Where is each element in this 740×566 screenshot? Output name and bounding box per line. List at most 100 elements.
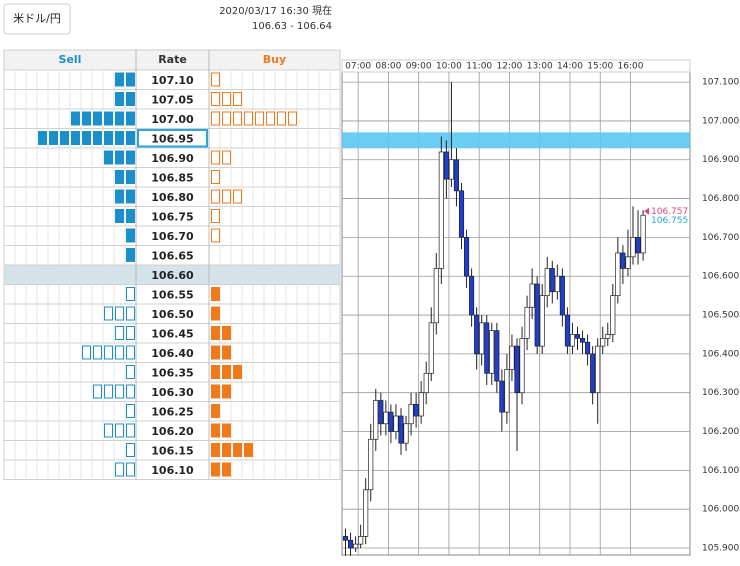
- rate: 106.60: [151, 269, 194, 282]
- sell-box: [126, 131, 135, 145]
- buy-box: [211, 228, 220, 243]
- sell-box: [115, 423, 124, 438]
- candle-body: [373, 400, 379, 440]
- candle-body: [433, 268, 439, 324]
- buy-box: [211, 384, 220, 399]
- buy-box: [211, 462, 220, 477]
- x-tick-label: 12:00: [496, 62, 522, 72]
- rate: 106.75: [151, 210, 193, 223]
- y-tick-label: 106.300: [702, 388, 739, 398]
- sell-box: [115, 131, 124, 145]
- buy-box: [211, 287, 220, 301]
- buy-box: [255, 111, 264, 126]
- x-tick-label: 10:00: [436, 62, 462, 72]
- candle-body: [494, 330, 500, 382]
- candle-body: [630, 237, 636, 258]
- candle-body: [413, 404, 419, 417]
- candle-body: [393, 415, 399, 432]
- sell-box: [115, 384, 124, 399]
- sell-box: [60, 131, 69, 145]
- sell-box: [104, 111, 113, 126]
- buy-box: [222, 345, 231, 360]
- y-tick-label: 106.700: [702, 233, 739, 243]
- buy-box: [222, 384, 231, 399]
- sell-box: [126, 150, 135, 165]
- candle-body: [383, 411, 389, 425]
- candle-body: [348, 539, 354, 549]
- sell-box: [104, 150, 113, 165]
- buy-box: [222, 111, 231, 126]
- sell-box: [126, 443, 135, 457]
- candle-body: [509, 345, 515, 370]
- sell-box: [93, 345, 102, 360]
- sell-box: [126, 189, 135, 204]
- buy-box: [211, 423, 220, 438]
- candle-body: [358, 536, 364, 545]
- candle-body: [342, 536, 349, 541]
- sell-box: [104, 131, 113, 145]
- candle-body: [605, 334, 611, 339]
- candle-body: [519, 337, 525, 394]
- pair-button[interactable]: [3, 3, 71, 35]
- buy-box: [222, 443, 231, 457]
- rate: 107.10: [151, 74, 194, 87]
- buy-box: [211, 111, 220, 126]
- sell-box: [115, 326, 124, 340]
- x-tick-label: 14:00: [557, 62, 583, 72]
- candle-body: [443, 151, 449, 180]
- quote: 106.63 - 106.64: [252, 21, 332, 32]
- buy-box: [277, 111, 286, 126]
- buy-box: [222, 92, 231, 106]
- buy-box: [222, 462, 231, 477]
- candle-body: [615, 252, 621, 296]
- sell-box: [115, 72, 124, 87]
- candle-body: [580, 337, 586, 343]
- candle-body: [428, 322, 434, 374]
- y-tick-label: 106.000: [702, 505, 739, 515]
- sell-box: [115, 111, 124, 126]
- candle-body: [474, 314, 480, 355]
- sell-box: [115, 306, 124, 321]
- price-marker: 106.757: [651, 207, 688, 217]
- x-tick-label: 15:00: [587, 62, 613, 72]
- rate: 106.30: [151, 386, 194, 399]
- y-tick-label: 105.900: [702, 544, 739, 554]
- buy-box: [222, 150, 231, 165]
- y-tick-label: 106.100: [702, 466, 739, 476]
- y-tick-label: 107.000: [702, 116, 739, 126]
- sell-box: [115, 170, 124, 184]
- rate: 106.25: [151, 405, 193, 418]
- candle-body: [610, 295, 616, 335]
- time-axis-bg: [341, 59, 691, 73]
- rate: 106.50: [151, 308, 194, 321]
- buy-box: [211, 170, 220, 184]
- row-bg: [3, 459, 341, 480]
- rate: 106.10: [151, 464, 194, 477]
- candle-body: [448, 159, 454, 180]
- candle-body: [574, 334, 581, 339]
- rate: 106.95: [151, 132, 193, 145]
- x-tick-label: 08:00: [375, 62, 401, 72]
- rate: 106.65: [151, 249, 193, 262]
- sell-box: [115, 209, 124, 223]
- candle-body: [585, 341, 591, 355]
- candle-body: [564, 314, 570, 347]
- rate: 106.15: [151, 444, 193, 457]
- pair-button-label[interactable]: 米ドル/円: [13, 12, 61, 25]
- buy-box: [222, 326, 231, 340]
- sell-box: [126, 326, 135, 340]
- candle-body: [353, 543, 359, 549]
- buy-box: [211, 443, 220, 457]
- candle-body: [504, 369, 510, 413]
- column-header: Buy: [263, 53, 286, 66]
- x-tick-label: 13:00: [527, 62, 553, 72]
- plot-bg: [341, 71, 691, 556]
- candle-body: [514, 345, 520, 394]
- y-tick-label: 106.200: [702, 427, 739, 437]
- candle-body: [363, 489, 369, 537]
- candle-body: [549, 268, 555, 293]
- candle-body: [499, 380, 505, 413]
- price-marker: 106.755: [651, 216, 688, 226]
- candle-body: [464, 237, 470, 277]
- buy-box: [233, 92, 242, 106]
